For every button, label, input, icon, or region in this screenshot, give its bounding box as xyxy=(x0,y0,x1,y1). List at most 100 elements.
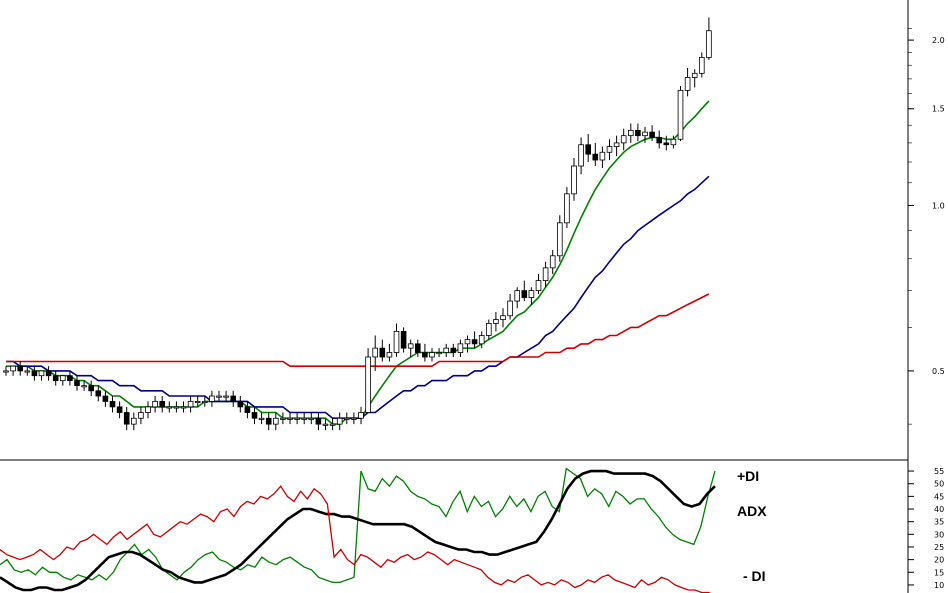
candle-body xyxy=(677,89,684,140)
candle xyxy=(31,366,38,381)
candle xyxy=(443,343,449,357)
candle xyxy=(343,412,350,425)
candle-body xyxy=(38,370,45,377)
candle-body xyxy=(571,165,577,195)
candle xyxy=(351,412,357,425)
candle xyxy=(187,396,194,413)
candle-body xyxy=(386,352,393,358)
moving-average-line-3 xyxy=(6,293,710,368)
candle-body xyxy=(17,365,23,372)
candle-body xyxy=(628,129,634,137)
candle-body xyxy=(542,267,549,281)
candle xyxy=(287,412,293,425)
candle xyxy=(166,401,173,413)
candle-body xyxy=(457,343,464,353)
candle-body xyxy=(145,406,151,413)
candle xyxy=(642,126,648,143)
candle xyxy=(294,412,300,425)
minus-di-line xyxy=(0,485,712,593)
candle-body xyxy=(336,417,343,425)
indicator-tick-label: 55 xyxy=(934,467,944,476)
candle-body xyxy=(194,400,201,403)
candle-body xyxy=(450,347,457,353)
candle-body xyxy=(592,153,599,161)
candle xyxy=(649,125,655,142)
adx-line xyxy=(0,469,716,592)
candle-body xyxy=(351,417,357,420)
candle-body xyxy=(599,151,606,161)
candle xyxy=(67,370,73,386)
indicator-tick-label: 45 xyxy=(934,492,944,501)
candle xyxy=(230,390,237,407)
candle-body xyxy=(322,423,329,426)
candle xyxy=(372,335,378,371)
candle xyxy=(201,396,208,407)
candle-body xyxy=(414,343,421,353)
candle-body xyxy=(116,406,123,413)
candle xyxy=(322,418,329,431)
candle-body xyxy=(88,385,95,392)
candle-body xyxy=(308,417,315,420)
candle-body xyxy=(706,30,712,58)
candle xyxy=(308,412,315,425)
indicator-tick-label: 50 xyxy=(934,480,944,489)
candle-body xyxy=(429,352,435,358)
indicator-tick-label: 30 xyxy=(934,530,944,539)
candle-body xyxy=(564,193,570,224)
candle-body xyxy=(31,370,38,377)
candle-body xyxy=(485,323,492,336)
candle xyxy=(88,380,95,397)
candle-body xyxy=(393,330,400,353)
candle-body xyxy=(471,339,478,345)
series-label-minus-di: - DI xyxy=(743,568,766,584)
candle-body xyxy=(528,290,535,298)
candle xyxy=(606,139,613,161)
indicator-panel xyxy=(0,467,716,593)
candle xyxy=(180,401,187,413)
candle-body xyxy=(223,395,229,398)
candle xyxy=(684,67,691,97)
candle-body xyxy=(265,417,272,425)
candle xyxy=(74,375,80,391)
candle-body xyxy=(180,406,187,409)
candle-body xyxy=(45,370,52,377)
candle-body xyxy=(130,417,137,425)
candle-body xyxy=(684,77,691,91)
candle xyxy=(407,339,414,357)
candle-body xyxy=(613,142,620,147)
candle xyxy=(159,396,166,413)
candle xyxy=(457,339,464,357)
candle xyxy=(535,274,542,295)
candle-body xyxy=(514,290,520,302)
candle-body xyxy=(272,417,279,425)
candle-body xyxy=(123,412,130,425)
candle-body xyxy=(578,144,584,167)
candle-body xyxy=(166,406,173,409)
candle-body xyxy=(407,343,414,349)
candle-body xyxy=(557,222,563,257)
candle xyxy=(272,412,279,431)
candle-body xyxy=(422,352,428,358)
candle xyxy=(507,294,513,320)
candle-body xyxy=(152,400,158,408)
candle-body xyxy=(500,315,506,320)
candle xyxy=(45,366,52,381)
candle-body xyxy=(691,72,698,78)
candle xyxy=(130,412,137,431)
candle-body xyxy=(251,412,258,419)
candle-body xyxy=(216,395,222,398)
indicator-tick-label: 35 xyxy=(934,518,944,527)
candle xyxy=(216,390,222,402)
candle xyxy=(564,187,570,229)
candle xyxy=(358,406,364,425)
candle-body xyxy=(81,385,87,388)
candle-body xyxy=(230,395,237,402)
candle-body xyxy=(258,417,265,420)
candle xyxy=(429,348,435,362)
candle xyxy=(699,52,705,78)
candle-body xyxy=(400,330,407,349)
candle-body xyxy=(209,395,215,402)
candle-body xyxy=(699,57,705,74)
price-tick-label: 0.5 xyxy=(932,367,945,376)
